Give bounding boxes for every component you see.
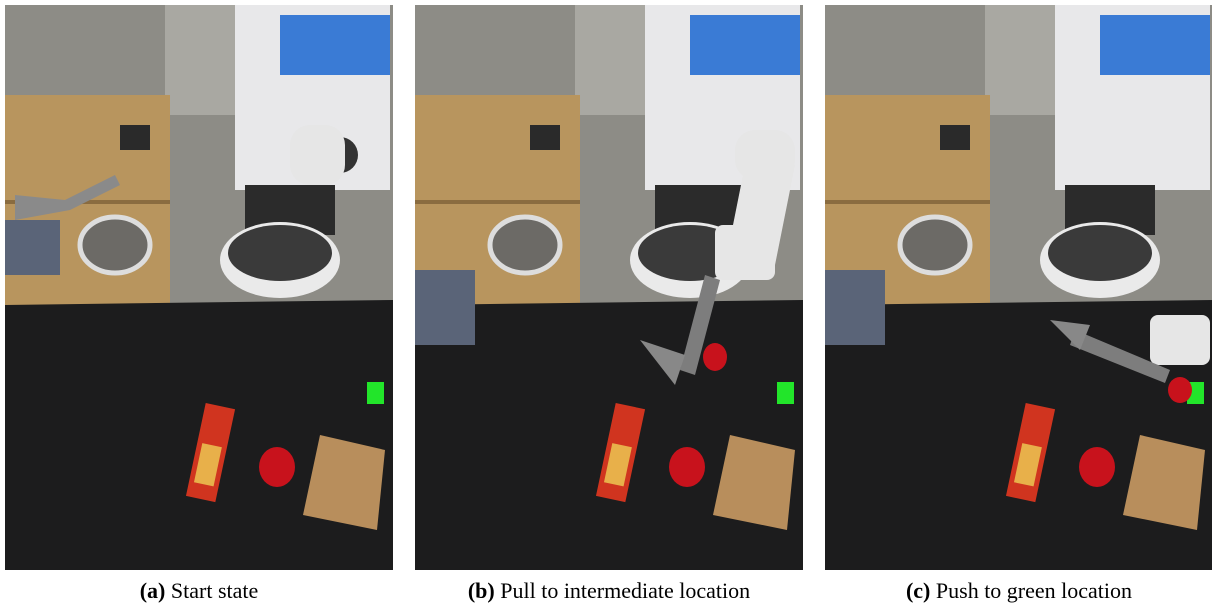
photo-pull — [415, 5, 803, 570]
caption: (a) Start state — [0, 578, 409, 604]
caption: (b) Pull to intermediate location — [399, 578, 819, 604]
photo-push — [825, 5, 1212, 570]
caption: (c) Push to green location — [809, 578, 1212, 604]
caption-text: Pull to intermediate location — [500, 578, 750, 603]
caption-text: Push to green location — [936, 578, 1132, 603]
caption-label: (a) — [140, 578, 166, 603]
caption-label: (b) — [468, 578, 495, 603]
caption-text: Start state — [171, 578, 258, 603]
caption-label: (c) — [906, 578, 930, 603]
figure: (a) Start state (b) Pull to intermediate… — [0, 0, 1212, 615]
photo-start — [5, 5, 393, 570]
